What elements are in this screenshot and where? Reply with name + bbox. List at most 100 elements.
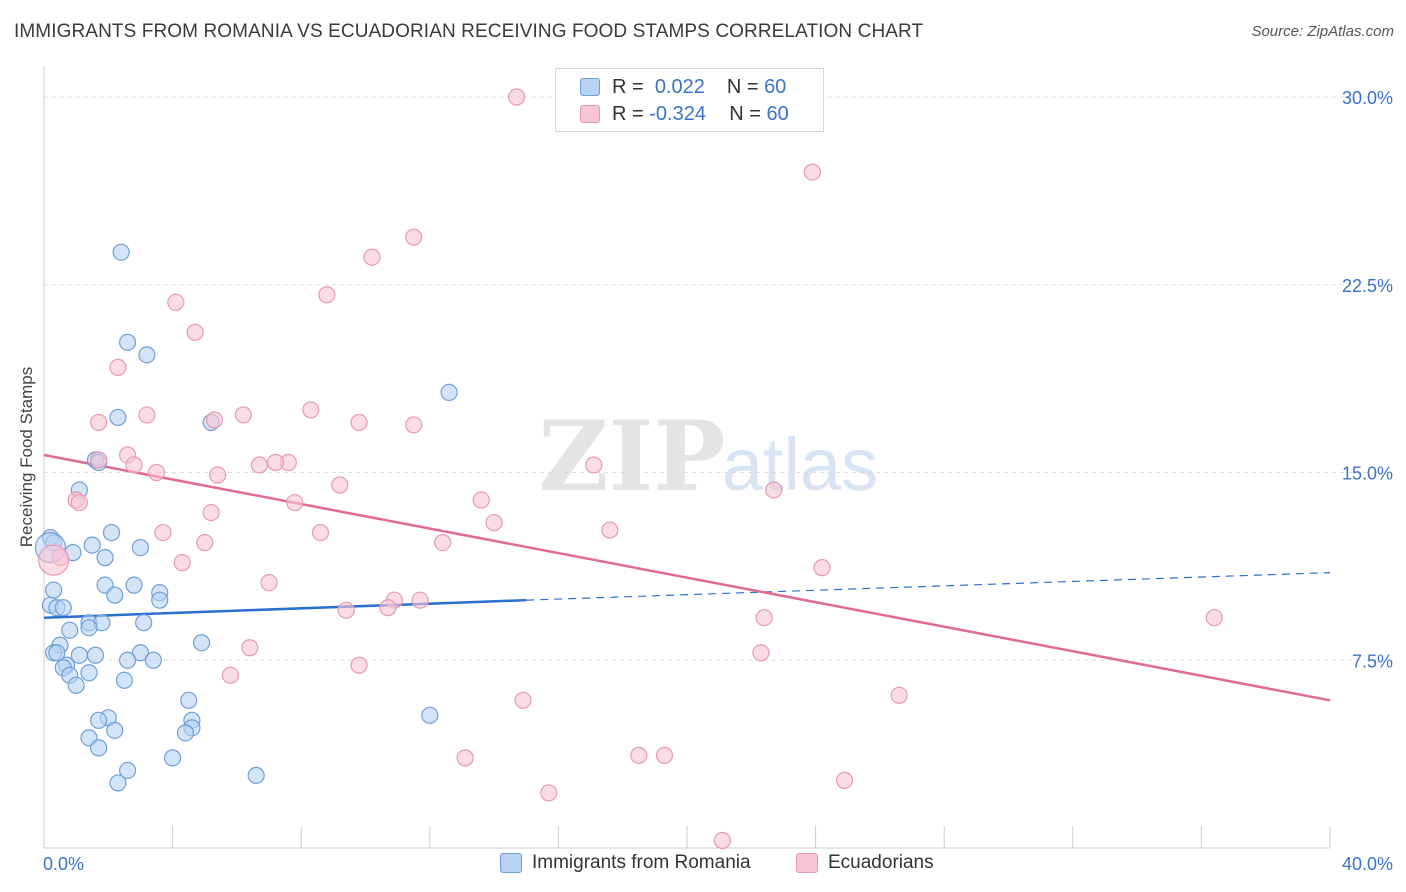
point-ecuadorians — [318, 286, 336, 304]
point-romania — [80, 664, 98, 682]
point-ecuadorians — [302, 401, 320, 419]
point-romania — [96, 549, 114, 567]
point-ecuadorians — [260, 574, 278, 592]
point-ecuadorians — [485, 513, 503, 532]
point-ecuadorians — [167, 293, 185, 311]
blue-swatch — [580, 78, 600, 96]
point-ecuadorians — [90, 413, 108, 432]
r-value: -0.324 — [649, 102, 706, 125]
point-romania — [54, 599, 72, 617]
point-romania — [106, 586, 124, 604]
trend-line-romania-extrapolated — [526, 572, 1331, 601]
point-ecuadorians — [508, 88, 526, 106]
legend-label-romania: Immigrants from Romania — [532, 852, 751, 873]
point-ecuadorians — [405, 416, 423, 434]
point-ecuadorians — [803, 163, 821, 181]
point-ecuadorians — [266, 453, 285, 472]
point-romania — [61, 621, 79, 639]
point-ecuadorians — [186, 323, 204, 341]
point-romania — [90, 711, 108, 729]
point-romania — [421, 706, 439, 724]
series-legend: Immigrants from Romania Ecuadorians — [0, 852, 1406, 878]
x-tick-label: 0.0% — [43, 854, 84, 874]
n-value: 60 — [764, 75, 787, 98]
point-ecuadorians — [138, 406, 156, 424]
point-romania — [138, 346, 156, 364]
point-ecuadorians — [405, 228, 423, 246]
point-ecuadorians — [205, 411, 223, 429]
r-value: 0.022 — [654, 75, 705, 98]
y-tick-label: 7.5% — [1352, 651, 1393, 671]
point-romania — [180, 691, 198, 709]
point-ecuadorians — [835, 771, 854, 790]
point-ecuadorians — [890, 686, 908, 704]
point-romania — [125, 576, 143, 594]
trend-line-ecuadorians — [43, 453, 1331, 702]
y-tick-label: 30.0% — [1342, 88, 1393, 108]
point-ecuadorians — [109, 358, 127, 376]
point-ecuadorians — [147, 463, 166, 482]
point-ecuadorians — [1205, 609, 1223, 627]
point-romania — [109, 774, 127, 792]
point-ecuadorians — [154, 523, 172, 542]
point-romania — [48, 644, 66, 662]
r-label: R = — [612, 75, 644, 98]
point-ecuadorians — [90, 451, 108, 469]
point-ecuadorians — [540, 784, 558, 802]
point-romania — [45, 581, 63, 599]
y-axis-label: Receiving Food Stamps — [17, 366, 36, 548]
point-romania — [83, 536, 101, 554]
trend-lines — [43, 453, 1331, 702]
point-ecuadorians — [250, 456, 269, 474]
data-points — [34, 88, 1223, 850]
point-ecuadorians — [38, 544, 70, 576]
point-romania — [118, 333, 137, 351]
point-ecuadorians — [601, 521, 619, 539]
point-romania — [131, 538, 150, 557]
legend-row-romania: R = 0.022 N = 60 — [580, 75, 786, 99]
point-romania — [80, 619, 98, 637]
grid — [44, 96, 1392, 661]
point-ecuadorians — [755, 609, 773, 627]
point-romania — [164, 749, 182, 767]
watermark-atlas: atlas — [722, 423, 878, 506]
point-ecuadorians — [337, 601, 355, 619]
point-romania — [86, 646, 105, 664]
legend-label-ecuadorians: Ecuadorians — [828, 852, 934, 873]
source-label: Source: ZipAtlas.com — [1251, 23, 1394, 40]
point-ecuadorians — [379, 599, 397, 617]
point-romania — [112, 243, 130, 261]
point-romania — [106, 721, 124, 739]
legend-item-romania: Immigrants from Romania — [500, 852, 751, 874]
point-ecuadorians — [173, 554, 191, 572]
point-romania — [192, 634, 211, 652]
axes — [43, 66, 1331, 849]
r-label: R = — [612, 102, 644, 125]
point-ecuadorians — [202, 503, 220, 522]
point-ecuadorians — [472, 491, 490, 509]
point-ecuadorians — [125, 456, 143, 474]
pink-swatch — [580, 105, 600, 123]
point-ecuadorians — [350, 656, 368, 674]
trend-line-romania — [43, 598, 527, 619]
point-ecuadorians — [350, 413, 368, 432]
pink-swatch — [796, 853, 818, 873]
point-romania — [115, 671, 133, 689]
point-ecuadorians — [70, 493, 88, 512]
point-ecuadorians — [331, 476, 349, 494]
point-ecuadorians — [585, 456, 603, 474]
point-ecuadorians — [241, 639, 259, 657]
legend-item-ecuadorians: Ecuadorians — [796, 852, 934, 874]
point-ecuadorians — [514, 691, 532, 709]
point-romania — [102, 523, 121, 542]
y-tick-label: 15.0% — [1342, 464, 1393, 484]
point-ecuadorians — [434, 533, 452, 552]
point-romania — [440, 383, 458, 401]
point-ecuadorians — [765, 481, 783, 499]
point-romania — [135, 614, 153, 632]
point-ecuadorians — [363, 248, 381, 266]
point-romania — [109, 408, 127, 427]
blue-swatch — [500, 853, 522, 873]
point-romania — [118, 761, 137, 779]
